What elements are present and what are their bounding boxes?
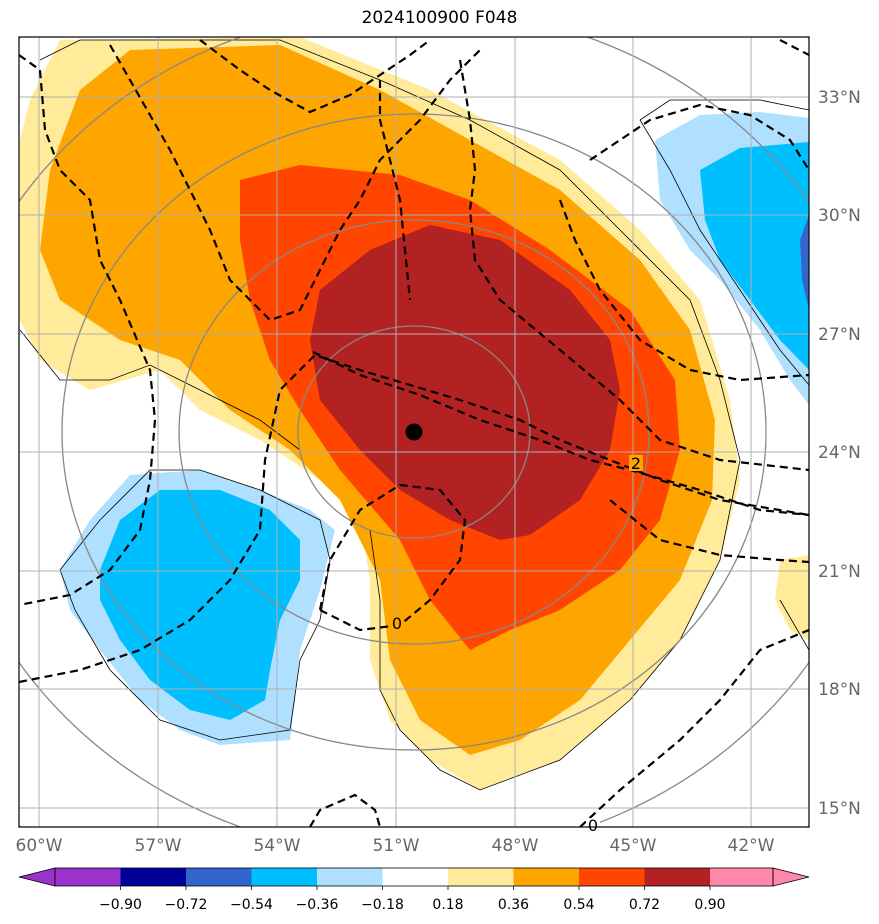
- contour-label: 0: [588, 816, 598, 835]
- latitude-labels: 33°N 30°N 27°N 24°N 21°N 18°N 15°N: [818, 88, 861, 819]
- plot-title: 2024100900 F048: [361, 8, 518, 28]
- colorbar-tick-label: 0.90: [694, 897, 725, 913]
- colorbar-swatch: [382, 868, 448, 886]
- fill-band-light-yellow-east: [775, 555, 809, 640]
- lat-label: 27°N: [818, 325, 861, 345]
- colorbar-swatch: [251, 868, 317, 886]
- colorbar-tick-label: 0.54: [563, 897, 594, 913]
- colorbar-tick-label: 0.18: [432, 897, 463, 913]
- colorbar-tick-label: −0.72: [165, 897, 208, 913]
- colorbar-tick-label: 0.72: [629, 897, 660, 913]
- fill-band-dark-red: [310, 225, 620, 540]
- colorbar-swatch: [579, 868, 645, 886]
- lon-label: 54°W: [254, 836, 301, 856]
- lon-label: 57°W: [135, 836, 182, 856]
- colorbar-extend-low: [18, 867, 56, 887]
- storm-center-marker: [405, 423, 423, 441]
- lon-label: 45°W: [610, 836, 657, 856]
- colorbar-swatch: [55, 868, 121, 886]
- colorbar-swatch: [513, 868, 579, 886]
- lat-label: 15°N: [818, 799, 861, 819]
- contour-labels: 0 0 2: [390, 454, 643, 835]
- lat-label: 21°N: [818, 562, 861, 582]
- colorbar-swatch: [317, 868, 383, 886]
- colorbar-extend-high: [772, 867, 810, 887]
- colorbar-tick-label: −0.18: [361, 897, 404, 913]
- colorbar-swatch: [448, 868, 514, 886]
- colorbar-swatch: [186, 868, 252, 886]
- colorbar-tick-label: −0.90: [99, 897, 142, 913]
- lon-label: 42°W: [728, 836, 775, 856]
- lat-label: 24°N: [818, 443, 861, 463]
- graticule: [19, 37, 809, 827]
- colorbar-swatch: [710, 868, 773, 886]
- thin-outline-contours: [19, 39, 809, 791]
- lon-label: 48°W: [492, 836, 539, 856]
- longitude-labels: 60°W 57°W 54°W 51°W 48°W 45°W 42°W: [16, 836, 775, 856]
- fill-band-blue-east: [700, 142, 809, 370]
- lon-label: 51°W: [373, 836, 420, 856]
- lat-label: 30°N: [818, 206, 861, 226]
- contour-label: 2: [631, 454, 641, 473]
- fill-band-medium-blue-east: [800, 215, 809, 310]
- colorbar-tick-label: −0.36: [296, 897, 339, 913]
- lat-label: 33°N: [818, 88, 861, 108]
- lat-label: 18°N: [818, 680, 861, 700]
- dashed-contours: [19, 39, 809, 827]
- colorbar-tick-label: 0.36: [498, 897, 529, 913]
- anomaly-fill-positive: [20, 37, 809, 790]
- map-frame: [18, 36, 810, 828]
- lon-label: 60°W: [16, 836, 63, 856]
- colorbar-swatch: [644, 868, 710, 886]
- colorbar: −0.90 −0.72 −0.54 −0.36 −0.18 0.18 0.36 …: [18, 867, 810, 913]
- colorbar-frame: [54, 867, 774, 887]
- contour-label: 0: [392, 614, 402, 633]
- colorbar-swatch: [120, 868, 186, 886]
- colorbar-tick-label: −0.54: [230, 897, 273, 913]
